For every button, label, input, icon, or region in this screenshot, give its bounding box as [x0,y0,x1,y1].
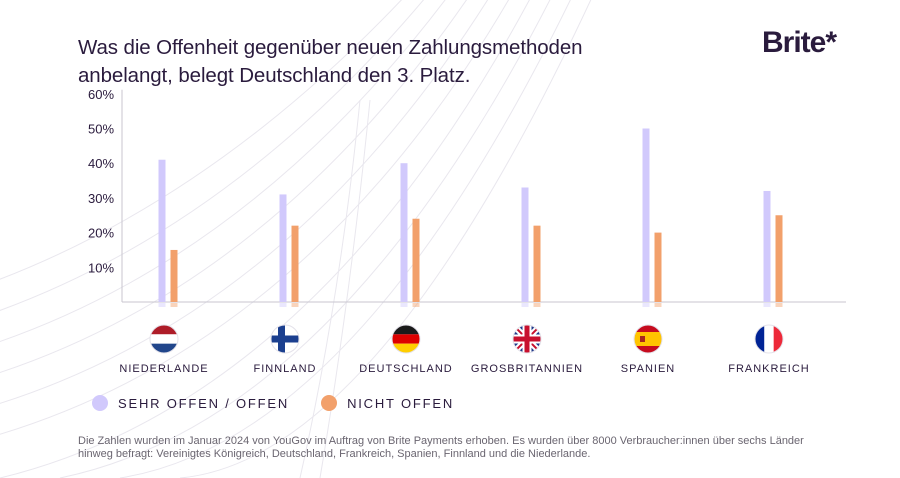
footnote: Die Zahlen wurden im Januar 2024 von You… [78,435,804,460]
y-tick-label: 20% [88,226,114,241]
brite-logo: Brite* [762,26,837,59]
bar [170,249,178,302]
bar [279,194,287,302]
finland-flag-icon [270,324,300,354]
bar-reflection [170,303,178,307]
category-label: DEUTSCHLAND [359,363,453,375]
bar-reflection [775,303,783,307]
bar-reflection [654,303,662,307]
category-label: FINNLAND [253,363,316,375]
bar-reflection [533,303,541,307]
bar [763,190,771,302]
bar [533,225,541,302]
bar [412,218,420,302]
y-tick-label: 10% [88,260,114,275]
bar [521,187,529,302]
category-label: NIEDERLANDE [119,363,208,375]
bar [400,163,408,302]
category-label: GROSBRITANNIEN [471,363,583,375]
y-tick-label: 30% [88,191,114,206]
legend-item-open: SEHR OFFEN / OFFEN [92,395,289,411]
bar [158,159,166,302]
category-label: FRANKREICH [728,363,810,375]
legend-label-not-open: NICHT OFFEN [347,395,455,411]
page-title: Was die Offenheit gegenüber neuen Zahlun… [78,36,583,87]
germany-flag-icon [391,324,421,354]
legend-item-not-open: NICHT OFFEN [321,395,454,411]
category-label: SPANIEN [621,363,675,375]
y-tick-label: 60% [88,87,114,102]
chart-legend: SEHR OFFEN / OFFEN NICHT OFFEN [92,395,454,411]
bar [775,215,783,302]
bar [291,225,299,302]
bar [642,128,650,302]
france-flag-icon [754,324,784,354]
bar-chart: 10% 20% 30% 40% 50% 60% NIEDERLANDE FINNLAND DEU… [88,87,846,375]
bar-reflection [291,303,299,307]
bar-reflection [763,303,771,307]
netherlands-flag-icon [149,324,179,354]
bar-reflection [158,303,166,307]
legend-swatch-not-open [321,395,338,411]
legend-label-open: SEHR OFFEN / OFFEN [118,395,290,411]
bar-reflection [642,303,650,307]
united-kingdom-flag-icon [512,324,542,354]
y-tick-label: 50% [88,122,114,137]
y-tick-label: 40% [88,156,114,171]
bar-reflection [279,303,287,307]
bar-reflection [400,303,408,307]
bar-reflection [412,303,420,307]
spain-flag-icon [633,324,663,354]
legend-swatch-open [92,395,108,411]
bar [654,232,662,302]
bar-reflection [521,303,529,307]
